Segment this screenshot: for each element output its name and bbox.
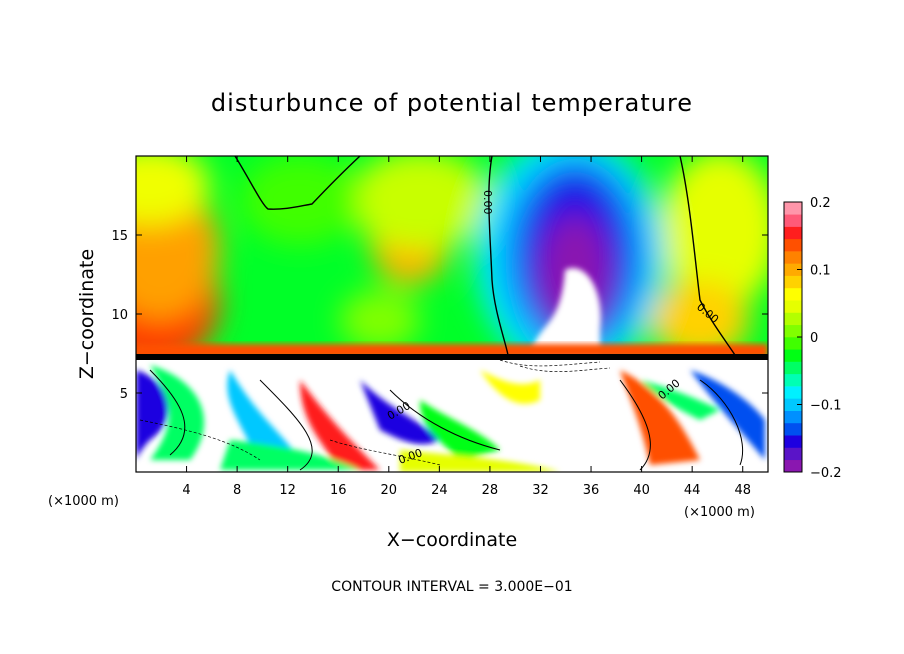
colorbar-swatch bbox=[784, 324, 802, 338]
colorbar-swatch bbox=[784, 263, 802, 276]
colorbar-swatch bbox=[784, 287, 802, 301]
heatmap-field bbox=[136, 156, 768, 472]
colorbar-swatch bbox=[784, 349, 802, 362]
colorbar-swatch bbox=[784, 373, 802, 387]
y-tick-label: 10 bbox=[111, 308, 128, 323]
y-tick-label: 15 bbox=[111, 229, 128, 244]
x-tick-label: 20 bbox=[381, 483, 398, 498]
colorbar-tick-label: 0.1 bbox=[810, 264, 831, 279]
y-tick-label: 5 bbox=[120, 387, 128, 402]
colorbar-swatch bbox=[784, 238, 802, 252]
colorbar-tick-label: 0 bbox=[810, 331, 818, 346]
x-axis: 4 8 12 16 20 24 28 32 36 40 44 48 bbox=[182, 156, 751, 498]
x-tick-label: 24 bbox=[431, 483, 448, 498]
colorbar-swatch bbox=[784, 251, 802, 264]
y-axis-title: Z−coordinate bbox=[76, 249, 98, 379]
x-tick-label: 28 bbox=[482, 483, 499, 498]
contour-interval-note: CONTOUR INTERVAL = 3.000E−01 bbox=[331, 579, 572, 595]
colorbar-swatch bbox=[784, 386, 802, 399]
x-tick-label: 12 bbox=[279, 483, 296, 498]
colorbar-tick-label: 0.2 bbox=[810, 196, 831, 211]
chart-title: disturbunce of potential temperature bbox=[211, 89, 693, 117]
colorbar-swatch bbox=[784, 361, 802, 375]
x-tick-label: 8 bbox=[233, 483, 241, 498]
x-unit-left: (×1000 m) bbox=[48, 494, 119, 509]
x-unit-right: (×1000 m) bbox=[684, 505, 755, 520]
x-axis-title: X−coordinate bbox=[387, 529, 517, 551]
x-tick-label: 4 bbox=[182, 483, 190, 498]
colorbar-swatch bbox=[784, 398, 802, 411]
contour-lines bbox=[149, 156, 744, 471]
colorbar-swatch bbox=[784, 435, 802, 448]
colorbar: −0.2 −0.1 0 0.1 0.2 bbox=[783, 196, 842, 481]
colorbar-swatch bbox=[784, 226, 802, 240]
colorbar-tick-label: −0.2 bbox=[810, 466, 842, 481]
colorbar-tick-label: −0.1 bbox=[810, 399, 842, 414]
colorbar-swatch bbox=[784, 422, 802, 436]
x-tick-label: 48 bbox=[734, 483, 751, 498]
colorbar-swatch bbox=[784, 275, 802, 289]
x-tick-label: 40 bbox=[633, 483, 650, 498]
y-axis: 5 10 15 bbox=[111, 229, 768, 402]
colorbar-swatch bbox=[784, 214, 802, 227]
colorbar-swatch bbox=[784, 300, 802, 313]
colorbar-swatch bbox=[784, 410, 802, 424]
colorbar-swatch bbox=[784, 447, 802, 461]
colorbar-swatch bbox=[784, 312, 802, 326]
x-tick-label: 16 bbox=[330, 483, 347, 498]
x-tick-label: 36 bbox=[583, 483, 600, 498]
colorbar-swatch bbox=[784, 337, 802, 350]
negative-contours bbox=[139, 359, 611, 466]
x-tick-label: 32 bbox=[532, 483, 549, 498]
colorbar-swatch bbox=[784, 202, 802, 215]
contour-label: 0.00 bbox=[481, 190, 494, 215]
x-tick-label: 44 bbox=[684, 483, 701, 498]
colorbar-swatch bbox=[784, 459, 802, 473]
